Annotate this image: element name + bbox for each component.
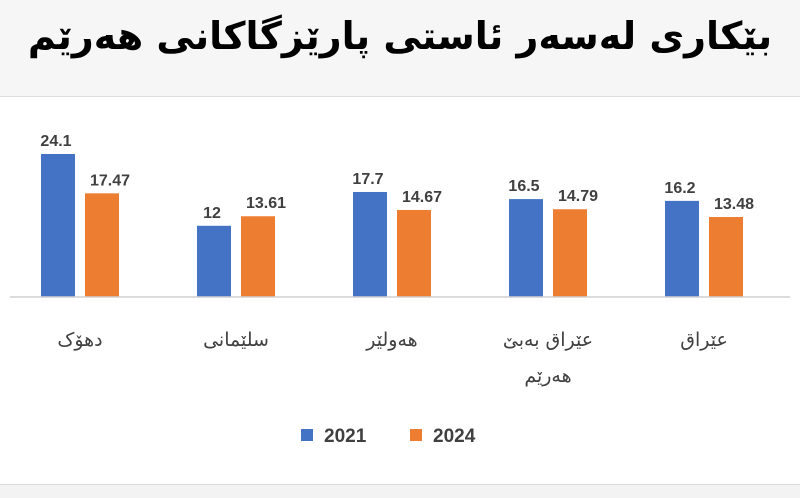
- bar-2021-3: [509, 199, 543, 297]
- bar-2024-2: [397, 209, 431, 297]
- bar-2024-1: [241, 216, 275, 297]
- bar-2021-4: [665, 200, 699, 297]
- value-label-2021-0: 24.1: [40, 133, 71, 150]
- bar-2021-0: [41, 154, 75, 297]
- labels-group: 24.1 17.47 دهۆک 12 13.61 سلێمانی 17.7 14.67 هەول…: [40, 133, 754, 387]
- bar-2021-2: [353, 191, 387, 297]
- value-label-2024-1: 13.61: [246, 195, 286, 212]
- value-label-2021-1: 12: [203, 205, 221, 222]
- value-label-2024-2: 14.67: [402, 189, 442, 206]
- category-label-1: سلێمانی: [203, 329, 269, 351]
- bar-2024-3: [553, 209, 587, 297]
- legend-label-2021: 2021: [324, 426, 367, 447]
- bottom-band: [0, 484, 800, 498]
- value-label-2021-2: 17.7: [352, 171, 383, 188]
- value-label-2024-3: 14.79: [558, 188, 598, 205]
- legend-swatch-2021: [301, 429, 313, 441]
- category-label-3-line0: عێراق بەبێ: [503, 329, 593, 351]
- category-label-0: دهۆک: [57, 329, 102, 351]
- title-band: [0, 0, 800, 97]
- chart-title: بێکاری لەسەر ئاستی پارێزگاکانی هەرێم: [27, 14, 773, 58]
- value-label-2024-4: 13.48: [714, 196, 754, 213]
- bars-group: [41, 154, 743, 297]
- legend: 2021 2024: [301, 426, 476, 447]
- value-label-2021-3: 16.5: [508, 178, 539, 195]
- legend-swatch-2024: [410, 429, 422, 441]
- bar-2021-1: [197, 225, 231, 297]
- value-label-2021-4: 16.2: [664, 180, 695, 197]
- category-label-3-line1: هەرێم: [524, 365, 571, 387]
- bar-2024-4: [709, 217, 743, 297]
- bar-2024-0: [85, 193, 119, 297]
- legend-label-2024: 2024: [433, 426, 476, 447]
- value-label-2024-0: 17.47: [90, 172, 130, 189]
- category-label-2: هەولێر: [365, 329, 417, 351]
- category-label-4: عێراق: [680, 329, 728, 351]
